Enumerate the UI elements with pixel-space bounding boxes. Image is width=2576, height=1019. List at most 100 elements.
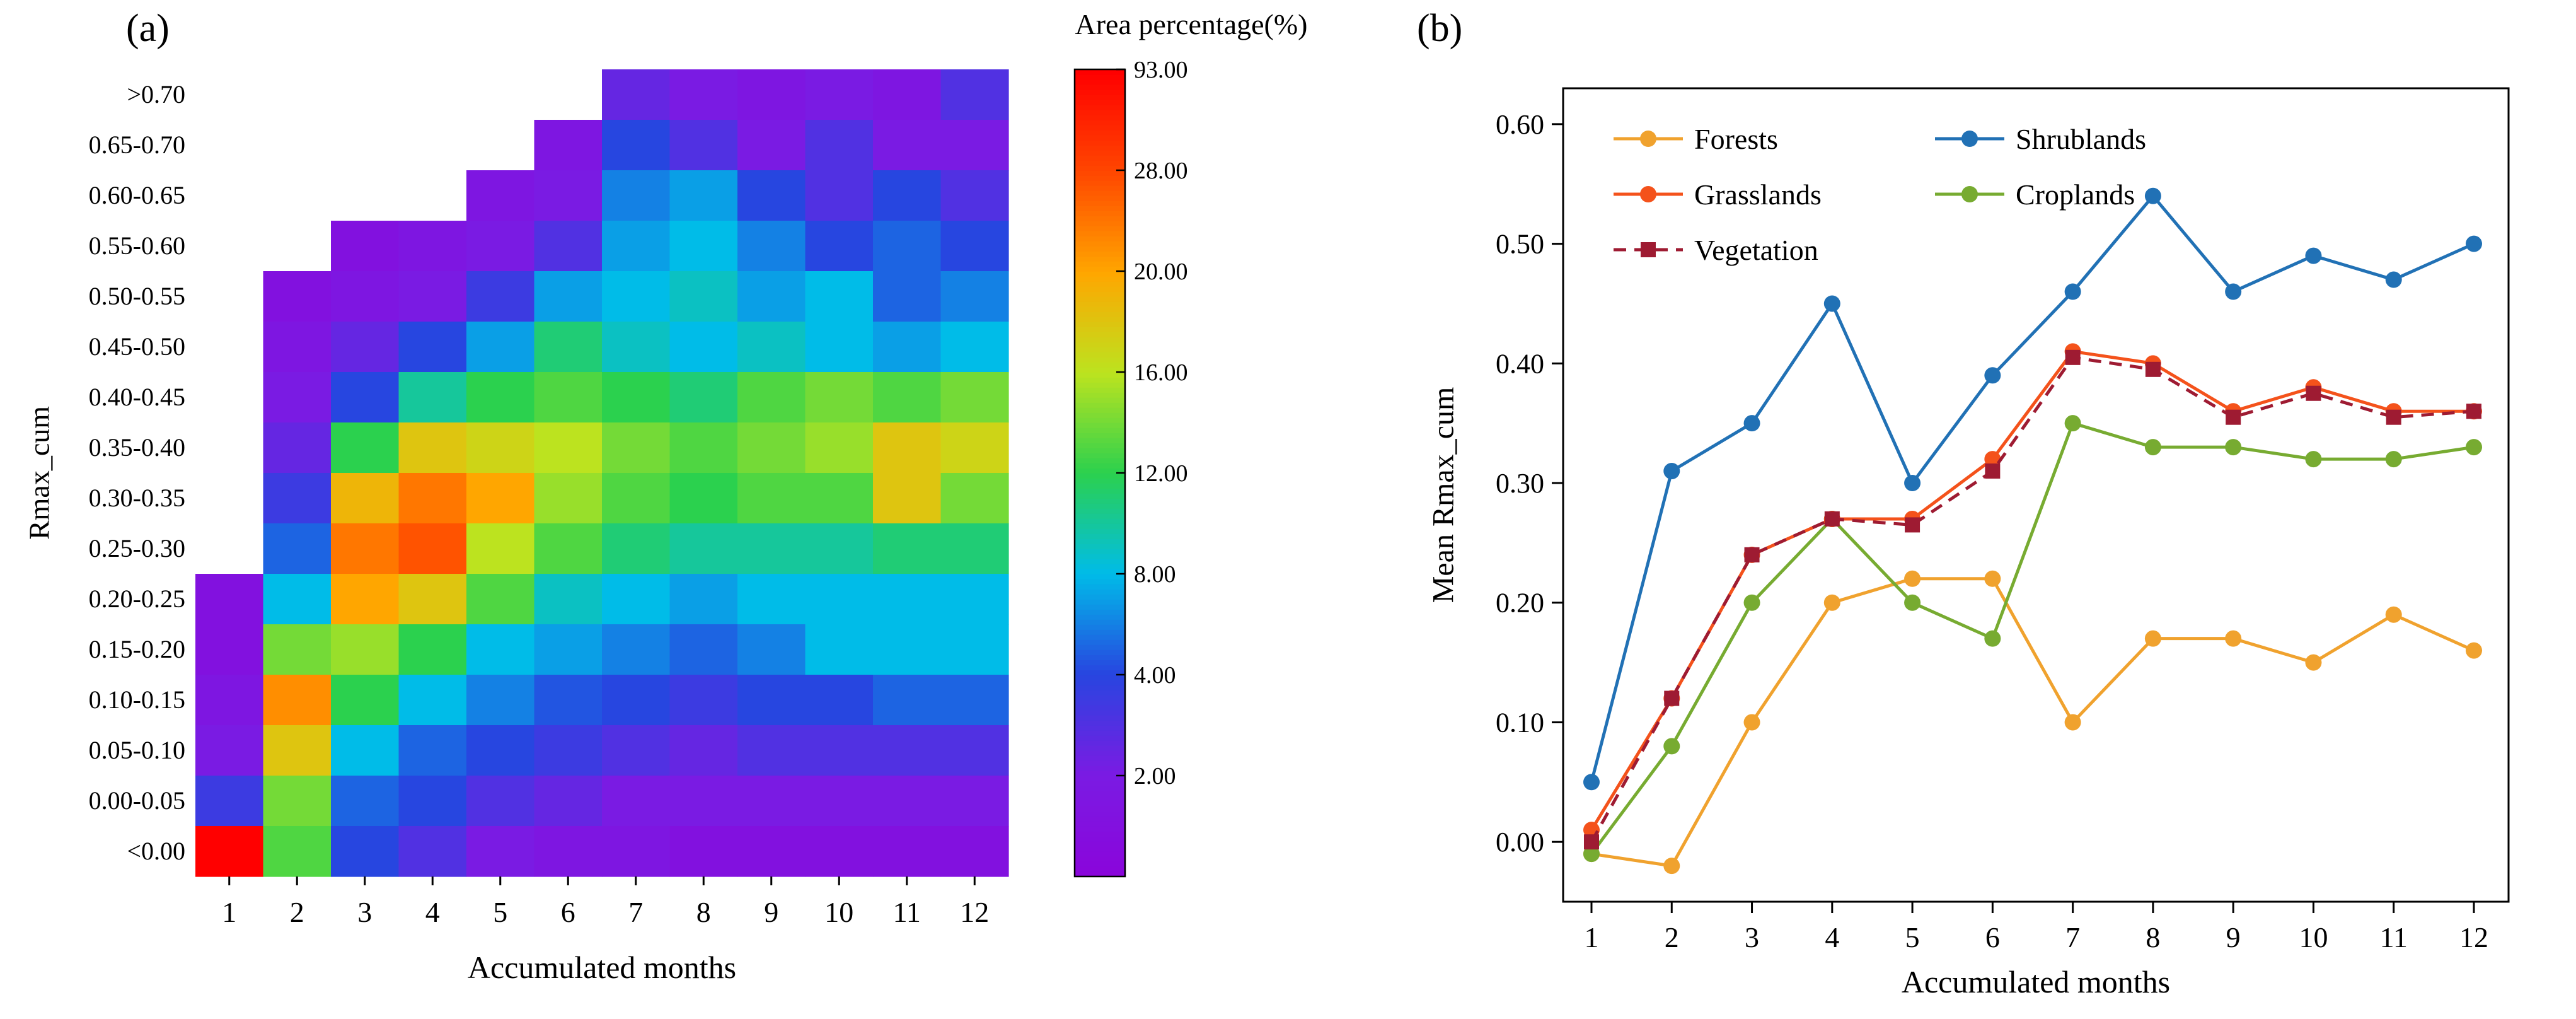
colorbar-slice <box>1075 755 1125 761</box>
series-marker-croplands <box>1663 738 1680 755</box>
heatmap-cell <box>195 725 264 776</box>
heatmap-cell <box>195 826 264 877</box>
colorbar-slice <box>1075 332 1125 337</box>
colorbar-slice <box>1075 95 1125 100</box>
colorbar-slice <box>1075 841 1125 847</box>
heatmap-x-tick-label: 9 <box>764 896 778 928</box>
heatmap-cell <box>534 170 603 221</box>
heatmap-cell <box>669 523 738 574</box>
colorbar-slice <box>1075 145 1125 151</box>
series-marker-croplands <box>1583 846 1600 863</box>
colorbar-slice <box>1075 281 1125 287</box>
series-marker-vegetation <box>1664 690 1680 706</box>
heatmap-cell <box>466 523 535 574</box>
heatmap-cell <box>263 372 332 423</box>
heatmap-cell <box>602 170 671 221</box>
series-line-grasslands <box>1590 349 2474 831</box>
colorbar-slice <box>1075 443 1125 448</box>
legend-label-grasslands: Grasslands <box>1694 178 1822 211</box>
colorbar-slice <box>1075 422 1125 428</box>
heatmap-cell <box>805 422 874 474</box>
colorbar-slice <box>1075 211 1125 216</box>
x-tick-label: 9 <box>2226 921 2241 953</box>
heatmap-cell <box>602 422 671 474</box>
colorbar-slice <box>1075 518 1125 524</box>
heatmap-cell <box>331 523 400 574</box>
series-line-shrublands <box>1590 193 2475 783</box>
heatmap-cell <box>737 624 806 675</box>
heatmap-y-tick-label: 0.10-0.15 <box>89 685 185 714</box>
heatmap-cell <box>534 322 603 373</box>
colorbar-slice <box>1075 296 1125 302</box>
colorbar-slice <box>1075 624 1125 630</box>
colorbar-slice <box>1075 140 1125 146</box>
heatmap-cell <box>534 523 603 574</box>
heatmap-cell <box>805 372 874 423</box>
colorbar-slice <box>1075 604 1125 610</box>
colorbar-slice <box>1075 861 1125 867</box>
colorbar-slice <box>1075 130 1125 136</box>
heatmap-cell <box>805 120 874 171</box>
colorbar-slice <box>1075 639 1125 645</box>
colorbar-slice <box>1075 165 1125 171</box>
colorbar-slice <box>1075 417 1125 423</box>
heatmap-cell <box>737 170 806 221</box>
colorbar-slice <box>1075 771 1125 776</box>
heatmap-cell <box>669 221 738 272</box>
colorbar-slice <box>1075 251 1125 257</box>
heatmap-cell <box>737 322 806 373</box>
colorbar-slice <box>1075 766 1125 771</box>
heatmap-cell <box>263 523 332 574</box>
colorbar-slice <box>1075 478 1125 484</box>
colorbar-slice <box>1075 306 1125 312</box>
colorbar-slice <box>1075 826 1125 832</box>
heatmap-x-tick-label: 4 <box>425 896 440 928</box>
heatmap-cell <box>602 473 671 524</box>
colorbar-slice <box>1075 594 1125 600</box>
heatmap-x-tick-label: 3 <box>357 896 372 928</box>
series-marker-shrublands <box>2385 271 2402 288</box>
colorbar-tick-label: 93.00 <box>1134 57 1188 83</box>
heatmap-cell <box>737 372 806 423</box>
heatmap-cell <box>602 372 671 423</box>
colorbar-slice <box>1075 322 1125 327</box>
colorbar-slice <box>1075 468 1125 474</box>
heatmap-cell <box>331 574 400 625</box>
heatmap-cell <box>873 574 942 625</box>
colorbar-slice <box>1075 347 1125 352</box>
colorbar-slice <box>1075 216 1125 221</box>
series-line-vegetation <box>1590 356 2475 843</box>
colorbar-slice <box>1075 317 1125 322</box>
colorbar-slice <box>1075 362 1125 368</box>
colorbar-slice <box>1075 735 1125 741</box>
heatmap-cell <box>466 776 535 827</box>
colorbar-slice <box>1075 715 1125 721</box>
heatmap-cell <box>873 372 942 423</box>
heatmap-cell <box>398 675 467 726</box>
colorbar-slice <box>1075 246 1125 252</box>
heatmap-cell <box>940 372 1009 423</box>
colorbar-slice <box>1075 675 1125 680</box>
series-marker-forests <box>2305 654 2322 671</box>
heatmap-cell <box>737 271 806 322</box>
heatmap-cell <box>398 372 467 423</box>
heatmap-cell <box>940 422 1009 474</box>
x-tick-label: 12 <box>2459 921 2488 953</box>
heatmap-cell <box>195 675 264 726</box>
colorbar-slice <box>1075 821 1125 827</box>
colorbar-slice <box>1075 705 1125 711</box>
colorbar-slice <box>1075 811 1125 817</box>
colorbar-slice <box>1075 84 1125 90</box>
heatmap-cell <box>398 473 467 524</box>
colorbar-slice <box>1075 665 1125 670</box>
colorbar-slice <box>1075 760 1125 766</box>
heatmap-cell <box>195 776 264 827</box>
heatmap-cell <box>940 170 1009 221</box>
legend-label-forests: Forests <box>1694 123 1778 155</box>
heatmap-cell <box>805 675 874 726</box>
series-marker-forests <box>2466 642 2482 659</box>
heatmap-cell <box>331 675 400 726</box>
heatmap-cell <box>669 473 738 524</box>
heatmap-cell <box>466 624 535 675</box>
heatmap-y-tick-label: 0.30-0.35 <box>89 484 185 512</box>
